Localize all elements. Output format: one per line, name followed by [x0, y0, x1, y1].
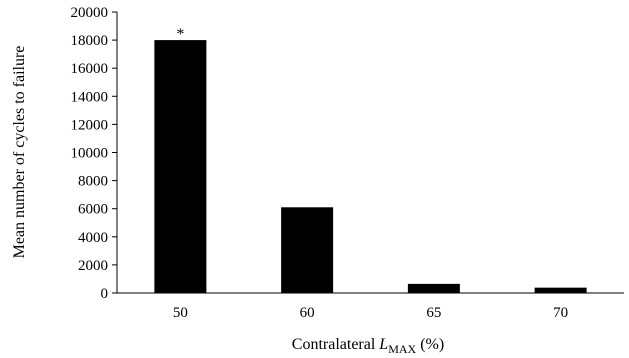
- y-tick-label: 10000: [71, 146, 109, 162]
- significance-asterisk: *: [176, 26, 184, 43]
- annotations: *: [176, 26, 184, 43]
- x-axis-title: Contralateral LMAX (%): [292, 336, 444, 356]
- x-axis-title-subscript: MAX: [388, 342, 416, 356]
- bars: [154, 40, 587, 293]
- y-tick-label: 6000: [78, 202, 108, 218]
- x-tick-label: 60: [300, 305, 315, 321]
- y-tick-label: 0: [101, 286, 109, 302]
- bar-50: [154, 40, 207, 293]
- bar-60: [281, 207, 334, 293]
- bar-70: [534, 287, 587, 293]
- y-tick-label: 12000: [71, 117, 109, 133]
- y-axis-ticks: 0 2000 4000 6000 8000 10000 12000 14000 16000 180…: [71, 5, 117, 302]
- y-tick-label: 2000: [78, 258, 108, 274]
- bar-65: [407, 283, 460, 293]
- y-tick-label: 18000: [71, 33, 109, 49]
- x-axis-title-symbol: L: [378, 336, 388, 353]
- y-tick-label: 8000: [78, 174, 108, 190]
- y-tick-label: 16000: [71, 61, 109, 77]
- y-tick-label: 14000: [71, 89, 109, 105]
- x-axis-title-suffix: (%): [416, 336, 444, 353]
- x-tick-label: 65: [426, 305, 441, 321]
- x-tick-label: 50: [173, 305, 188, 321]
- x-axis-ticks: 50 60 65 70: [173, 305, 568, 321]
- x-axis-title-prefix: Contralateral: [292, 336, 380, 353]
- y-tick-label: 4000: [78, 230, 108, 246]
- x-tick-label: 70: [553, 305, 568, 321]
- y-axis-title: Mean number of cycles to failure: [11, 46, 28, 259]
- y-tick-label: 20000: [71, 5, 109, 21]
